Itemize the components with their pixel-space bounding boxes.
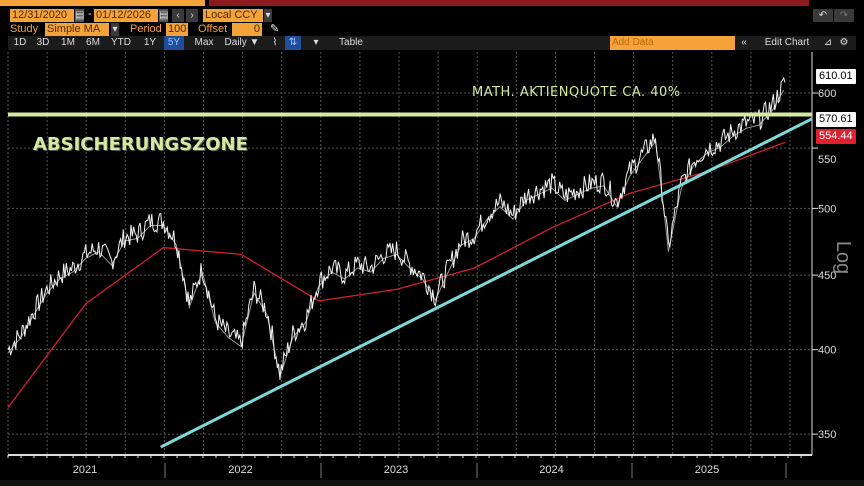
annotation-aktienquote: MATH. AKTIENQUOTE CA. 40%: [472, 85, 681, 100]
offset-field[interactable]: 0: [232, 23, 262, 36]
range-button-max[interactable]: Max: [194, 37, 214, 48]
x-tick-label: 2025: [695, 464, 719, 476]
collapse-icon[interactable]: «: [741, 37, 747, 48]
calendar-icon[interactable]: ▤: [75, 9, 85, 22]
y-tick-label: 400: [818, 345, 836, 357]
ma-value-label: 554.44: [816, 129, 856, 144]
security-bar[interactable]: [0, 0, 205, 6]
annotation-absicherungszone: ABSICHERUNGSZONE: [33, 134, 248, 155]
range-button-ytd[interactable]: YTD: [111, 37, 131, 48]
end-date-field[interactable]: 01/12/2026: [94, 9, 158, 22]
add-data-input[interactable]: Add Data: [610, 36, 735, 50]
edit-chart-button[interactable]: Edit Chart: [764, 37, 810, 48]
range-button-1m[interactable]: 1M: [61, 37, 75, 48]
chevron-down-icon[interactable]: ▾: [111, 23, 119, 36]
range-button-1d[interactable]: 1D: [13, 37, 27, 48]
x-tick-label: 2021: [73, 464, 97, 476]
y-tick-label: 350: [818, 429, 836, 441]
trendline-value-label: 570.61: [816, 112, 856, 127]
gear-icon[interactable]: ⚙: [839, 37, 849, 48]
y-tick-label: 600: [818, 88, 836, 100]
chevron-down-icon[interactable]: ▾: [264, 9, 272, 22]
range-button-3d[interactable]: 3D: [36, 37, 50, 48]
y-tick-label: 500: [818, 203, 836, 215]
y-tick-label: 550: [818, 154, 836, 166]
offset-label: Offset: [198, 23, 228, 35]
y-axis-label: Log: [832, 240, 855, 275]
slow-ma-line: [7, 141, 786, 409]
chart-type-icon[interactable]: ⇅: [285, 36, 301, 50]
period-field[interactable]: 100: [166, 23, 188, 36]
trendline: [160, 117, 813, 449]
range-button-5y[interactable]: 5Y: [164, 36, 184, 50]
x-tick-label: 2024: [539, 464, 563, 476]
footer-bar: [0, 480, 864, 486]
annotate-icon[interactable]: ⊿: [823, 37, 833, 48]
x-tick-label: 2023: [384, 464, 408, 476]
undo-button[interactable]: ↶: [813, 9, 833, 22]
y-tick-label: 450: [818, 270, 836, 282]
frequency-select[interactable]: Daily ▼: [224, 37, 260, 48]
range-button-1y[interactable]: 1Y: [143, 37, 157, 48]
study-label: Study: [10, 23, 39, 35]
next-button[interactable]: ›: [186, 9, 198, 22]
currency-select[interactable]: Local CCY: [203, 9, 263, 22]
study-select[interactable]: Simple MA: [45, 23, 109, 36]
last-price-label: 610.01: [816, 69, 856, 84]
start-date-field[interactable]: 12/31/2020: [10, 9, 74, 22]
x-tick-label: 2022: [228, 464, 252, 476]
range-button-6m[interactable]: 6M: [86, 37, 100, 48]
prev-button[interactable]: ‹: [172, 9, 184, 22]
period-label: Period: [130, 23, 162, 35]
line-chart-icon[interactable]: ⌇: [272, 37, 278, 48]
price-line: [7, 76, 786, 380]
suggested-charts-bar[interactable]: [209, 0, 809, 6]
date-separator: -: [88, 8, 92, 20]
chevron-down-icon[interactable]: ▾: [313, 37, 319, 48]
table-button[interactable]: Table: [339, 37, 363, 48]
calendar-icon[interactable]: ▤: [159, 9, 169, 22]
redo-button[interactable]: ↷: [834, 9, 854, 22]
pencil-icon[interactable]: ✎: [270, 23, 280, 35]
